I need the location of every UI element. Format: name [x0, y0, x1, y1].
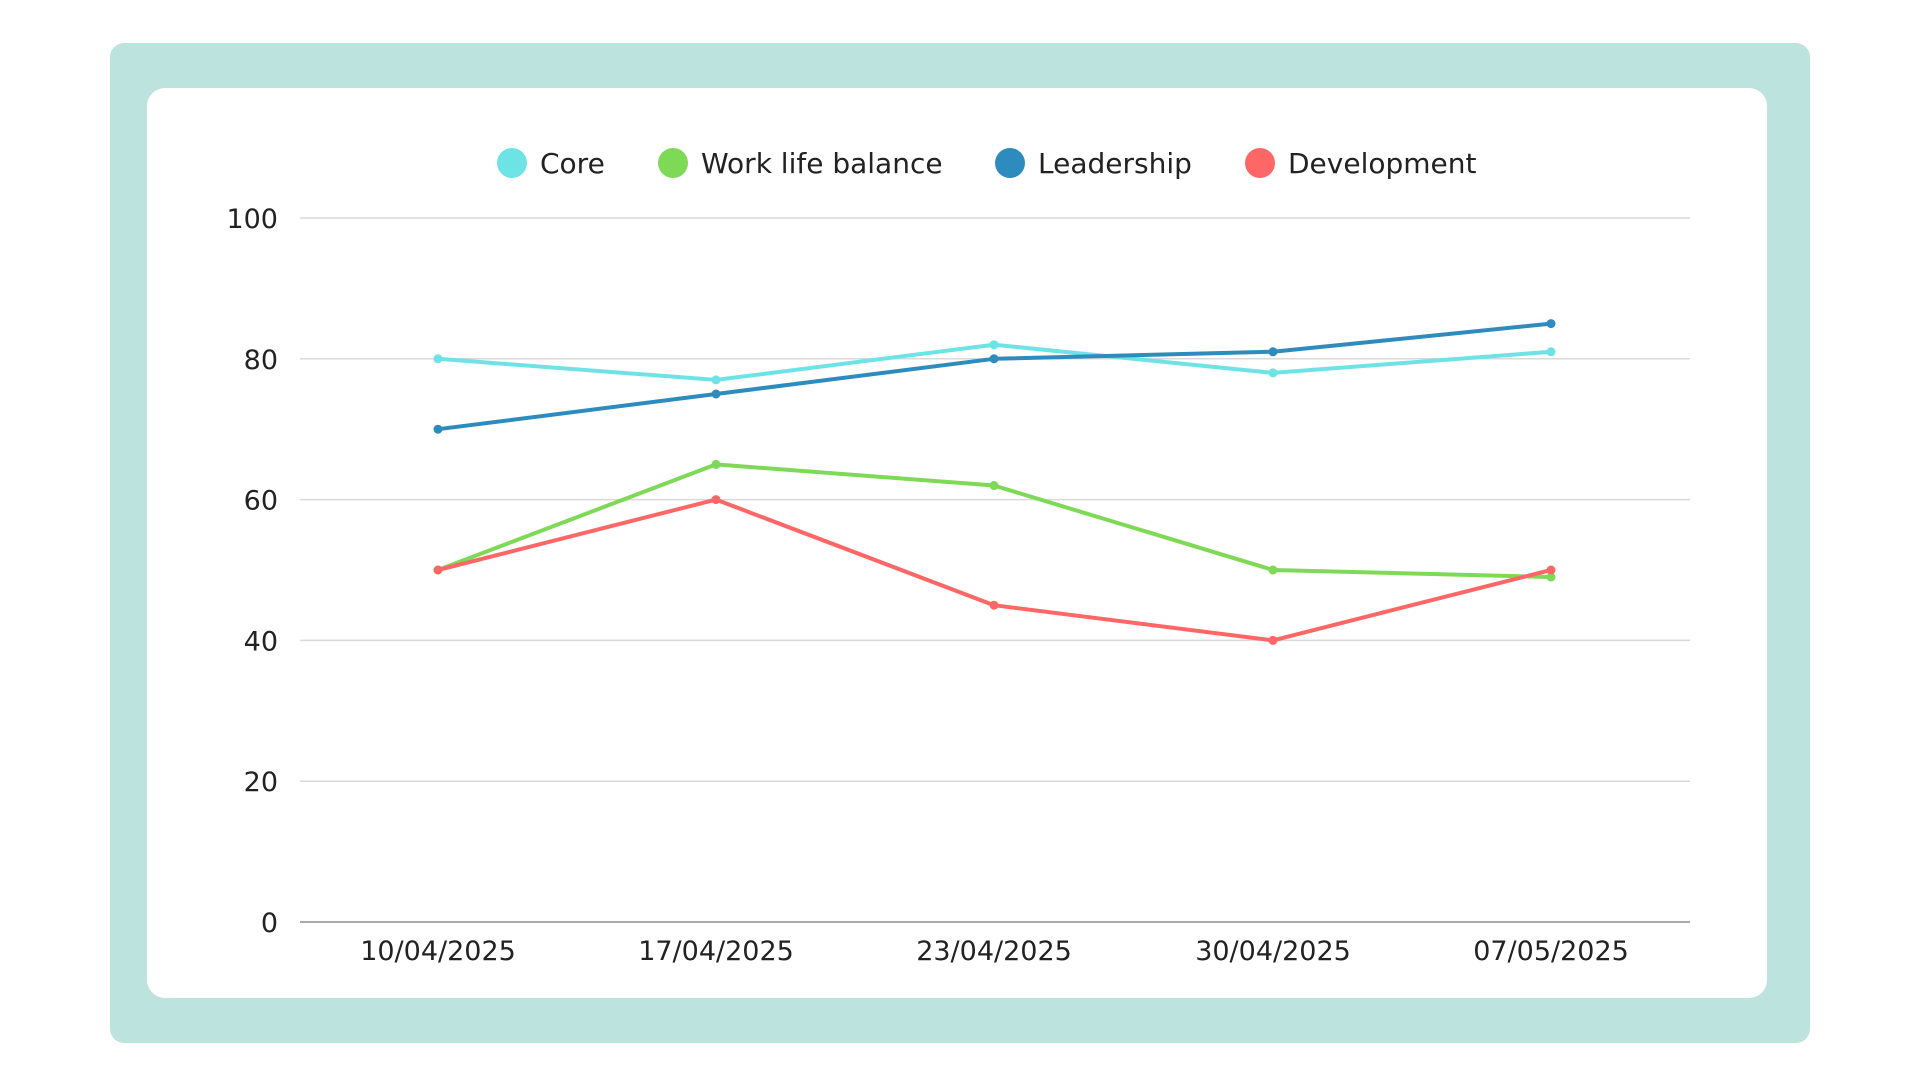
legend-marker-icon — [497, 148, 527, 178]
y-tick-label: 80 — [244, 345, 278, 376]
data-point — [989, 481, 999, 491]
x-tick-label: 23/04/2025 — [916, 936, 1072, 967]
x-tick-label: 10/04/2025 — [360, 936, 516, 967]
legend-label: Core — [540, 147, 605, 180]
data-point — [711, 389, 721, 399]
legend-label: Work life balance — [701, 147, 943, 180]
chart-panel — [147, 88, 1767, 998]
series-line-leadership — [437, 321, 1552, 432]
legend-label: Development — [1288, 147, 1477, 180]
data-point — [989, 340, 999, 350]
x-tick-label: 30/04/2025 — [1195, 936, 1351, 967]
data-point — [711, 375, 721, 385]
data-point — [1546, 565, 1556, 575]
data-point — [711, 459, 721, 469]
data-point — [1546, 319, 1556, 329]
data-point — [989, 354, 999, 364]
data-point — [1268, 347, 1278, 357]
legend-label: Leadership — [1038, 147, 1192, 180]
data-point — [1268, 368, 1278, 378]
legend-marker-icon — [658, 148, 688, 178]
x-tick-label: 07/05/2025 — [1473, 936, 1629, 967]
data-point — [711, 495, 721, 505]
y-tick-label: 20 — [244, 767, 278, 798]
data-point — [1546, 347, 1556, 357]
legend-marker-icon — [1245, 148, 1275, 178]
data-point — [433, 565, 443, 575]
data-point — [1546, 572, 1556, 582]
series-line-development — [437, 497, 1552, 643]
x-tick-label: 17/04/2025 — [638, 936, 794, 967]
y-tick-label: 100 — [226, 204, 278, 235]
legend-marker-icon — [995, 148, 1025, 178]
data-point — [433, 354, 443, 364]
y-tick-label: 0 — [261, 908, 278, 939]
data-point — [433, 424, 443, 434]
y-tick-label: 40 — [244, 626, 278, 657]
y-tick-label: 60 — [244, 486, 278, 517]
data-point — [1268, 565, 1278, 575]
data-point — [1268, 635, 1278, 645]
data-point — [989, 600, 999, 610]
